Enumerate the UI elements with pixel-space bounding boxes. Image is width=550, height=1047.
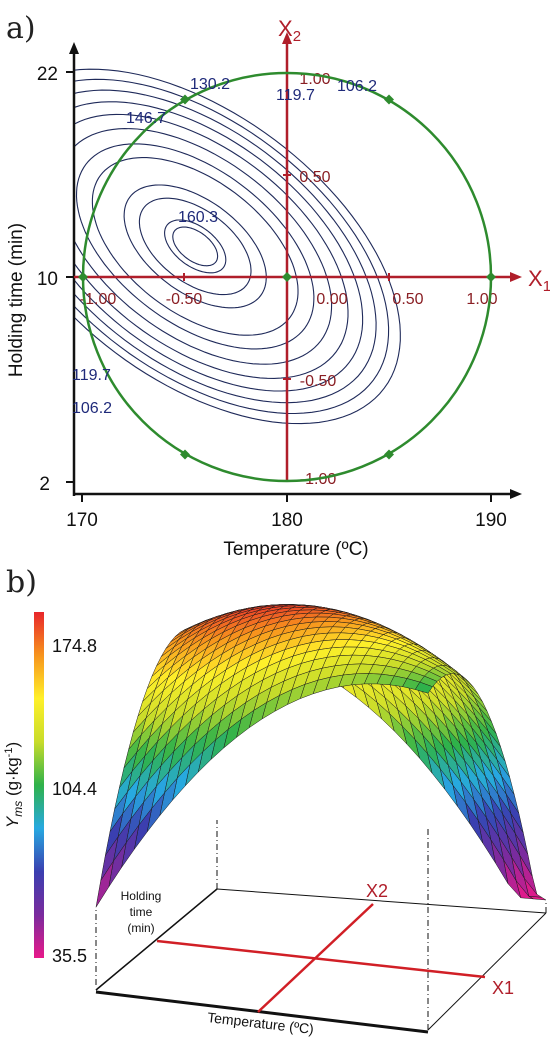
holding-label: Holding time (min): [121, 889, 162, 935]
x1-coded-label: 0.50: [392, 291, 423, 308]
x1-axis-name: X1: [528, 266, 550, 295]
contour-line: [164, 219, 227, 274]
x2-axis-name: X2: [278, 16, 301, 45]
axis-ticks: [66, 71, 492, 502]
coded-axes: [74, 42, 512, 480]
holding-line: time: [130, 905, 153, 919]
holding-line: Holding: [121, 889, 162, 903]
x2-coded-label: 0.50: [299, 169, 330, 186]
colorbar-tick-label: 35.5: [52, 946, 87, 966]
floor-dash-lines: [95, 820, 547, 1030]
x1-coded-label: -1.00: [80, 291, 117, 308]
x2-floor-label: X2: [366, 881, 388, 901]
floor-back-edge: [216, 888, 547, 914]
x-tick-label: 170: [66, 510, 98, 531]
design-point: [78, 272, 88, 282]
x-tick-label: 180: [271, 510, 303, 531]
contour-line: [91, 157, 299, 336]
x1-coded-label: 0.00: [316, 291, 347, 308]
floor-left-edge: [95, 888, 218, 991]
contour-line: [172, 226, 219, 267]
design-point: [282, 272, 292, 282]
y-tick-label: 2: [39, 474, 50, 495]
design-point: [384, 94, 394, 105]
cbar-label-unit: (g·kg: [3, 757, 22, 800]
cbar-label-close: ): [3, 742, 22, 748]
x-axis-arrow: [510, 489, 522, 499]
y-axis-arrow: [69, 42, 79, 54]
y-axis-title: Holding time (min): [6, 223, 27, 377]
x2-axis-arrow: [282, 32, 292, 44]
x2-floor-line: [257, 903, 374, 1013]
contour-line: [74, 68, 401, 425]
holding-line: (min): [127, 921, 154, 935]
design-point: [180, 449, 190, 460]
colorbar-title: Yms (g·kg-1): [3, 742, 25, 828]
contour-line: [123, 184, 267, 309]
x2-subscript: 2: [293, 28, 301, 45]
x1-coded-label: -0.50: [166, 291, 203, 308]
x1-coded-label: 1.00: [466, 291, 497, 308]
y-tick-label: 22: [37, 64, 58, 85]
floor-front-edge: [95, 990, 429, 1034]
contour-line: [138, 197, 252, 296]
contour-panel: a) 22 10 2 170 180 190 Temperature (ºC) …: [6, 11, 550, 560]
colorbar: [34, 612, 44, 958]
contour-label: 146.7: [126, 110, 166, 127]
contour-label: 119.7: [276, 87, 315, 104]
cbar-label-sub: ms: [11, 801, 25, 817]
floor-right-edge: [427, 912, 547, 1031]
surface-panel: b) 174.8 104.4 35.5 Yms (g·kg-1) X2 X1 H…: [3, 565, 547, 1037]
contour-line: [74, 89, 377, 404]
coded-ticks: [183, 174, 390, 380]
contour-line: [74, 101, 364, 392]
cbar-label-exp: -1: [3, 748, 15, 758]
x1-floor-line: [156, 939, 486, 979]
contour-line: [74, 78, 390, 415]
contour-line: [75, 143, 315, 350]
x1-floor-label: X1: [492, 978, 514, 998]
contour-lines: [74, 68, 401, 425]
contour-label: 160.3: [178, 209, 218, 226]
design-point: [180, 94, 190, 105]
x2-name: X: [278, 16, 293, 41]
colorbar-tick-label: 174.8: [52, 636, 97, 656]
panel-b-label: b): [6, 565, 37, 600]
panel-a-label: a): [6, 11, 36, 46]
contour-label: 119.7: [72, 367, 111, 384]
contour-line: [74, 113, 349, 379]
x2-coded-label: -0.50: [300, 373, 337, 390]
x-tick-label: 190: [475, 510, 507, 531]
response-surface: [95, 604, 547, 908]
x-axis-title: Temperature (ºC): [223, 539, 368, 560]
x1-axis-arrow: [510, 272, 522, 282]
contour-line: [74, 128, 333, 365]
contour-label: 106.2: [72, 400, 112, 417]
plot-a-axes: [69, 42, 522, 499]
contour-labels: 130.2 119.7 106.2 146.7 160.3 119.7 106.…: [72, 76, 377, 417]
contour-label: 106.2: [337, 78, 377, 95]
y-tick-label: 10: [37, 269, 58, 290]
design-point: [384, 449, 394, 460]
contour-label: 130.2: [190, 76, 230, 93]
x1-subscript: 1: [543, 278, 550, 295]
x1-name: X: [528, 266, 543, 291]
floor-coded-axes: [156, 903, 486, 1013]
cbar-label-main: Y: [3, 815, 22, 828]
colorbar-tick-label: 104.4: [52, 779, 97, 799]
design-point: [486, 272, 496, 282]
surface-facet: [95, 861, 114, 908]
design-points: [78, 94, 496, 460]
